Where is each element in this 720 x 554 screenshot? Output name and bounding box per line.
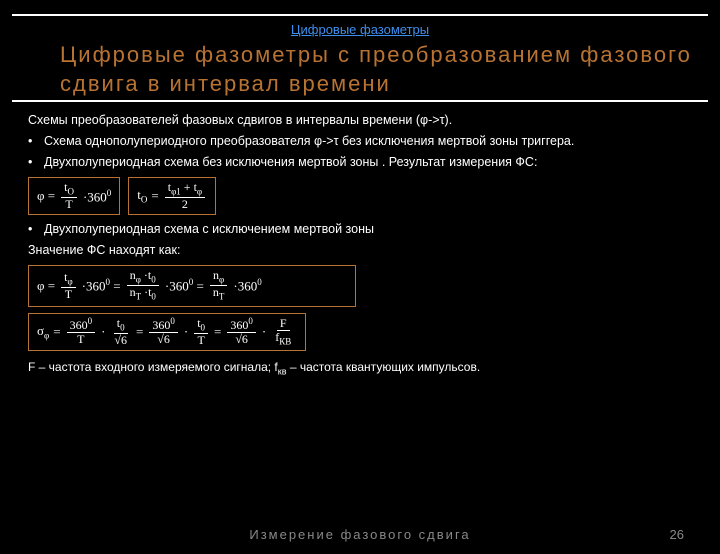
find-as: Значение ФС находят как: [28, 242, 692, 259]
formula-sigma: σφ = 3600 T · t0 √6 = 3600 √6 · t0 T = [28, 313, 306, 351]
formula-row-3: σφ = 3600 T · t0 √6 = 3600 √6 · t0 T = [28, 313, 692, 351]
bullet-2: Двухполупериодная схема без исключения м… [28, 154, 692, 171]
intro-text: Схемы преобразователей фазовых сдвигов в… [28, 112, 692, 129]
header-link[interactable]: Цифровые фазометры [291, 22, 429, 37]
top-rule [12, 14, 708, 16]
formula-phi-long: φ = tφ T ·3600 = nφ ·t0 nT ·t0 ·3600 = n… [28, 265, 356, 307]
title-underline [12, 100, 708, 102]
bullet-3: Двухполупериодная схема с исключением ме… [28, 221, 692, 238]
formula-tO: tO = tφ1 + tφ 2 [128, 177, 216, 215]
page-title: Цифровые фазометры с преобразованием фаз… [60, 41, 692, 98]
note: F – частота входного измеряемого сигнала… [28, 359, 692, 378]
content: Схемы преобразователей фазовых сдвигов в… [28, 112, 692, 377]
formula-phi-360: φ = tO T ·3600 [28, 177, 120, 215]
formula-row-2: φ = tφ T ·3600 = nφ ·t0 nT ·t0 ·3600 = n… [28, 265, 692, 307]
formula-row-1: φ = tO T ·3600 tO = tφ1 + tφ 2 [28, 177, 692, 215]
bullet-1: Схема однополупериодного преобразователя… [28, 133, 692, 150]
header-link-row: Цифровые фазометры [0, 22, 720, 37]
